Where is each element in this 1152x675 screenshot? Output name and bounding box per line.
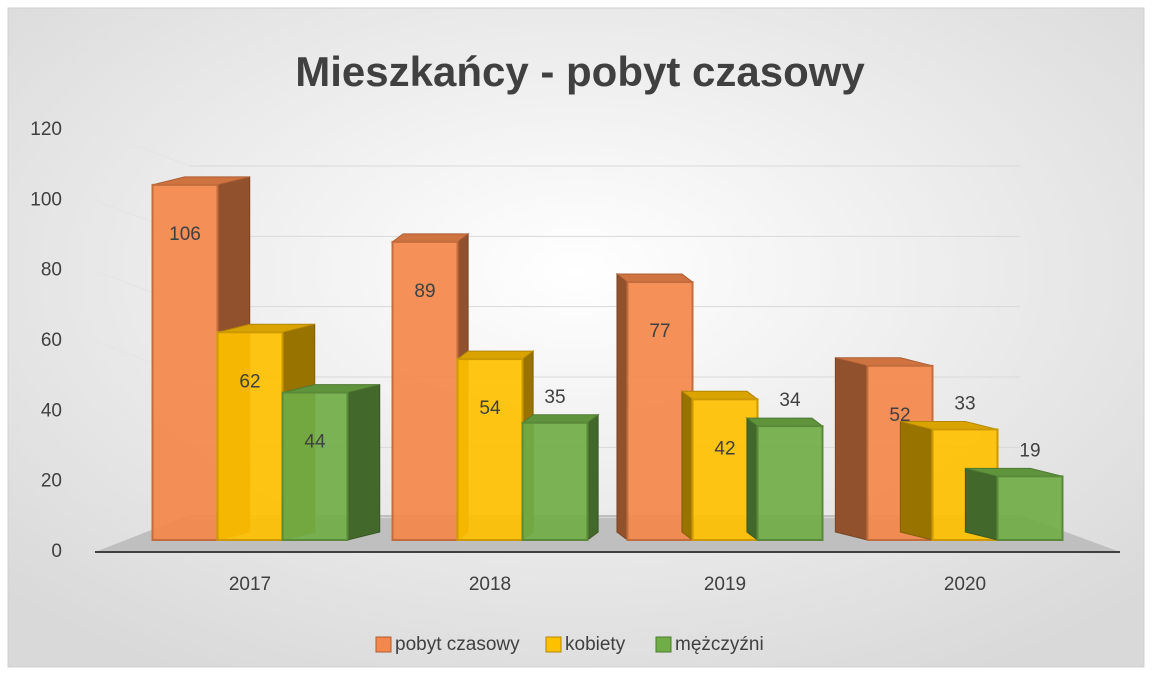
bar bbox=[281, 383, 381, 541]
data-label: 89 bbox=[414, 281, 435, 302]
x-tick-label: 2019 bbox=[704, 574, 746, 595]
data-label: 62 bbox=[239, 371, 260, 392]
data-label: 35 bbox=[544, 387, 565, 408]
legend-label: kobiety bbox=[565, 634, 626, 655]
bar-face bbox=[216, 331, 284, 541]
data-label: 34 bbox=[779, 390, 801, 411]
legend-label: mężczyźni bbox=[675, 634, 764, 655]
bar-face bbox=[347, 383, 381, 541]
bar-face bbox=[681, 390, 693, 542]
x-tick-label: 2020 bbox=[944, 574, 986, 595]
bar-face bbox=[587, 413, 599, 542]
y-tick-label: 40 bbox=[41, 400, 62, 421]
bar-face bbox=[615, 273, 694, 283]
bar-face bbox=[521, 414, 600, 424]
bar-face bbox=[680, 390, 759, 400]
bar-face bbox=[281, 391, 349, 541]
data-label: 33 bbox=[954, 393, 975, 414]
bar-face bbox=[756, 425, 824, 542]
bar-face bbox=[456, 350, 535, 360]
legend-swatch bbox=[545, 636, 562, 653]
bar-face bbox=[834, 357, 868, 541]
legend-swatch bbox=[655, 636, 672, 653]
y-tick-label: 100 bbox=[30, 189, 62, 210]
bar-face bbox=[391, 240, 459, 541]
grid-line bbox=[94, 129, 191, 167]
data-label: 42 bbox=[714, 438, 735, 459]
y-tick-label: 80 bbox=[41, 260, 62, 281]
legend-swatch bbox=[375, 636, 392, 653]
legend-label: pobyt czasowy bbox=[395, 634, 520, 655]
bar-face bbox=[746, 417, 758, 542]
bar bbox=[680, 390, 759, 542]
bar-face bbox=[964, 467, 998, 541]
data-label: 44 bbox=[304, 432, 326, 453]
y-tick-label: 120 bbox=[30, 119, 62, 140]
bar-face bbox=[456, 358, 524, 541]
bar bbox=[745, 417, 824, 542]
bar bbox=[615, 273, 694, 542]
y-tick-label: 0 bbox=[51, 541, 62, 562]
chart-title: Mieszkańcy - pobyt czasowy bbox=[295, 48, 865, 95]
data-label: 77 bbox=[649, 321, 670, 342]
bar-face bbox=[996, 475, 1064, 542]
bar-face bbox=[745, 417, 824, 427]
bar bbox=[521, 413, 600, 542]
bar-face bbox=[391, 233, 470, 243]
y-tick-label: 20 bbox=[41, 471, 62, 492]
y-tick-label: 60 bbox=[41, 330, 62, 351]
bar-face bbox=[151, 183, 219, 541]
data-label: 52 bbox=[889, 405, 910, 426]
data-label: 54 bbox=[479, 398, 501, 419]
data-label: 106 bbox=[169, 224, 201, 245]
bar bbox=[964, 467, 1064, 542]
data-label: 19 bbox=[1019, 440, 1040, 461]
bar-face bbox=[521, 421, 589, 541]
bar-face bbox=[616, 273, 628, 542]
x-tick-label: 2018 bbox=[469, 574, 511, 595]
x-tick-label: 2017 bbox=[229, 574, 271, 595]
bar-face bbox=[899, 420, 933, 541]
